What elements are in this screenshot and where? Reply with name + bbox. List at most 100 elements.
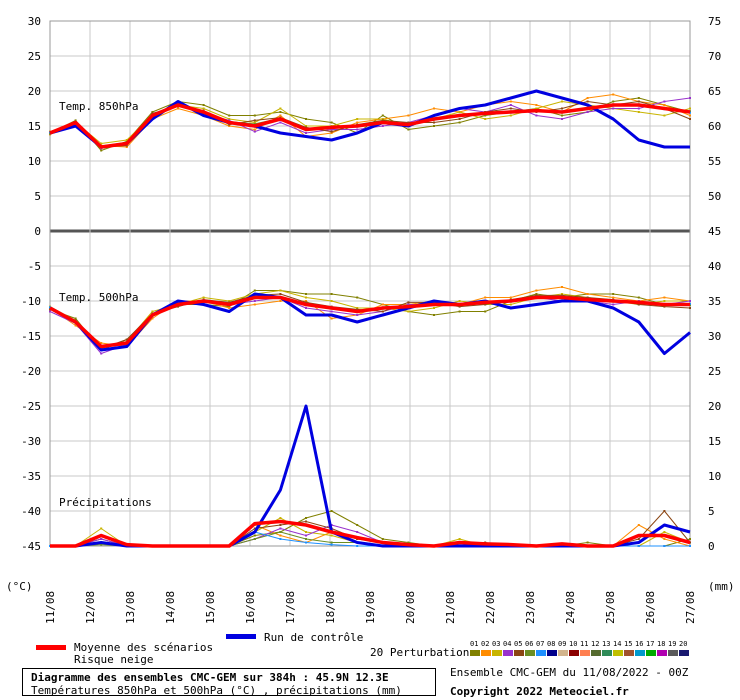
series-line-t850-run-de-contr-le	[49, 89, 690, 149]
series-point-t500-05	[535, 294, 538, 297]
series-point-t850-05	[228, 123, 231, 126]
series-point-t850-01	[100, 149, 103, 152]
left-tick-label: -45	[21, 540, 41, 553]
chart-subtitle: Températures 850hPa et 500hPa (°C) , pré…	[31, 684, 402, 697]
right-tick-label: 10	[708, 470, 721, 483]
left-tick-label: -10	[21, 295, 41, 308]
legend-perturbation-swatch	[646, 650, 656, 656]
series-point-t500-01	[253, 289, 256, 292]
series-point-precip-03	[330, 534, 333, 537]
legend-perturbation-swatch	[602, 650, 612, 656]
legend-perturbation-swatches: 01 02 03 04 05 06 07 08 09 10 11 12 13 14 15 16 17 18 19 20	[470, 640, 689, 656]
left-tick-label: -25	[21, 400, 41, 413]
legend-perturbation-swatch	[547, 650, 557, 656]
series-point-t500-05	[407, 301, 410, 304]
legend-perturbation-number: 07	[536, 640, 544, 648]
grid	[49, 20, 691, 547]
series-point-t850-04	[356, 128, 359, 131]
series-point-t500-05	[228, 301, 231, 304]
series-point-t850-04	[330, 128, 333, 131]
x-tick-label: 15/08	[204, 591, 217, 624]
legend-perturbation-swatch	[503, 650, 513, 656]
legend-perturbation-number: 10	[569, 640, 577, 648]
series-point-t500-04	[100, 352, 103, 355]
series-point-t850-04	[612, 107, 615, 110]
series-point-t850-04	[381, 125, 384, 127]
series-point-t500-01	[74, 317, 77, 320]
series-point-t500-01	[535, 293, 538, 295]
series-point-precip-06	[253, 538, 256, 540]
series-point-precip-03	[663, 531, 666, 533]
legend-control-swatch	[226, 634, 256, 639]
legend-mean-label: Moyenne des scénarios	[74, 641, 213, 654]
left-tick-label: -5	[28, 260, 41, 273]
series-point-t850-02	[330, 132, 333, 134]
series-point-t850-02	[253, 128, 256, 131]
series-point-precip-02	[663, 538, 666, 540]
x-tick-label: 14/08	[164, 591, 177, 624]
series-point-t500-03	[305, 296, 307, 299]
series-point-t850-04	[689, 97, 691, 99]
series-point-precip-02	[637, 524, 640, 526]
series-point-t500-05	[305, 301, 307, 304]
legend-perturbation-swatch	[558, 650, 568, 656]
series-point-t500-03	[279, 289, 282, 292]
series-point-t850-02	[612, 93, 615, 96]
x-tick-label: 26/08	[644, 591, 657, 624]
series-point-t850-03	[663, 114, 666, 117]
legend-perturbation-swatch	[514, 650, 524, 656]
series-point-t850-02	[356, 121, 359, 124]
series-point-t850-05	[458, 118, 461, 120]
series-point-t850-03	[356, 118, 359, 120]
chart-title: Diagramme des ensembles CMC-GEM sur 384h…	[31, 671, 389, 684]
legend-perturbation-number: 05	[514, 640, 522, 648]
series-point-precip-07	[637, 545, 640, 547]
series-point-t500-05	[458, 305, 461, 308]
series-point-precip-05	[253, 527, 256, 530]
x-axis-ticks: 11/08 12/08 13/08 14/08 15/08 16/08 17/08 18/08…	[44, 591, 697, 624]
left-tick-label: -40	[21, 505, 41, 518]
series-point-t850-03	[253, 121, 256, 124]
series-point-t850-05	[407, 121, 410, 124]
series-point-t850-01	[458, 121, 461, 124]
series-point-t500-05	[561, 294, 563, 297]
legend-perturbation-swatch	[492, 650, 502, 656]
series-point-t500-02	[535, 289, 538, 292]
left-tick-label: 20	[28, 85, 41, 98]
series-point-precip-04	[356, 531, 359, 533]
series-point-t850-03	[689, 107, 691, 110]
series-point-precip-07	[663, 545, 666, 547]
series-point-t850-03	[458, 111, 461, 113]
series-point-t500-03	[356, 307, 359, 309]
series-point-precip-02	[279, 534, 282, 537]
series-point-t850-01	[433, 125, 435, 127]
right-tick-label: 50	[708, 190, 721, 203]
legend-perturbation-swatch	[635, 650, 645, 656]
series-point-t500-03	[458, 300, 461, 302]
legend-perturbation-number: 18	[657, 640, 665, 648]
series-point-t850-01	[407, 128, 410, 131]
left-axis-ticks: 30 25 20 15 10 5 0 -5 -10 -15 -20 -25 -30 -35 -40 -45	[21, 15, 41, 553]
series-point-t850-03	[637, 111, 640, 113]
series-point-t500-01	[330, 293, 333, 295]
series-point-t850-03	[484, 118, 487, 120]
series-point-precip-04	[100, 538, 103, 540]
series-point-t850-03	[279, 107, 282, 110]
series-point-precip-01	[586, 541, 589, 544]
x-tick-label: 24/08	[564, 591, 577, 624]
left-tick-label: -20	[21, 365, 41, 378]
series-point-t850-03	[509, 114, 512, 117]
series-point-t850-02	[228, 125, 231, 127]
series-point-t850-05	[305, 126, 307, 129]
series-point-precip-05	[637, 538, 640, 540]
right-tick-label: 75	[708, 15, 721, 28]
series-point-t850-02	[433, 107, 435, 110]
x-tick-label: 22/08	[484, 591, 497, 624]
legend-snow-label: Risque neige	[74, 653, 153, 666]
series-point-t500-02	[330, 317, 333, 320]
left-tick-label: 10	[28, 155, 41, 168]
legend-perturbation-number: 02	[481, 640, 489, 648]
series-point-t850-02	[663, 104, 666, 106]
series-point-t500-03	[407, 310, 410, 313]
